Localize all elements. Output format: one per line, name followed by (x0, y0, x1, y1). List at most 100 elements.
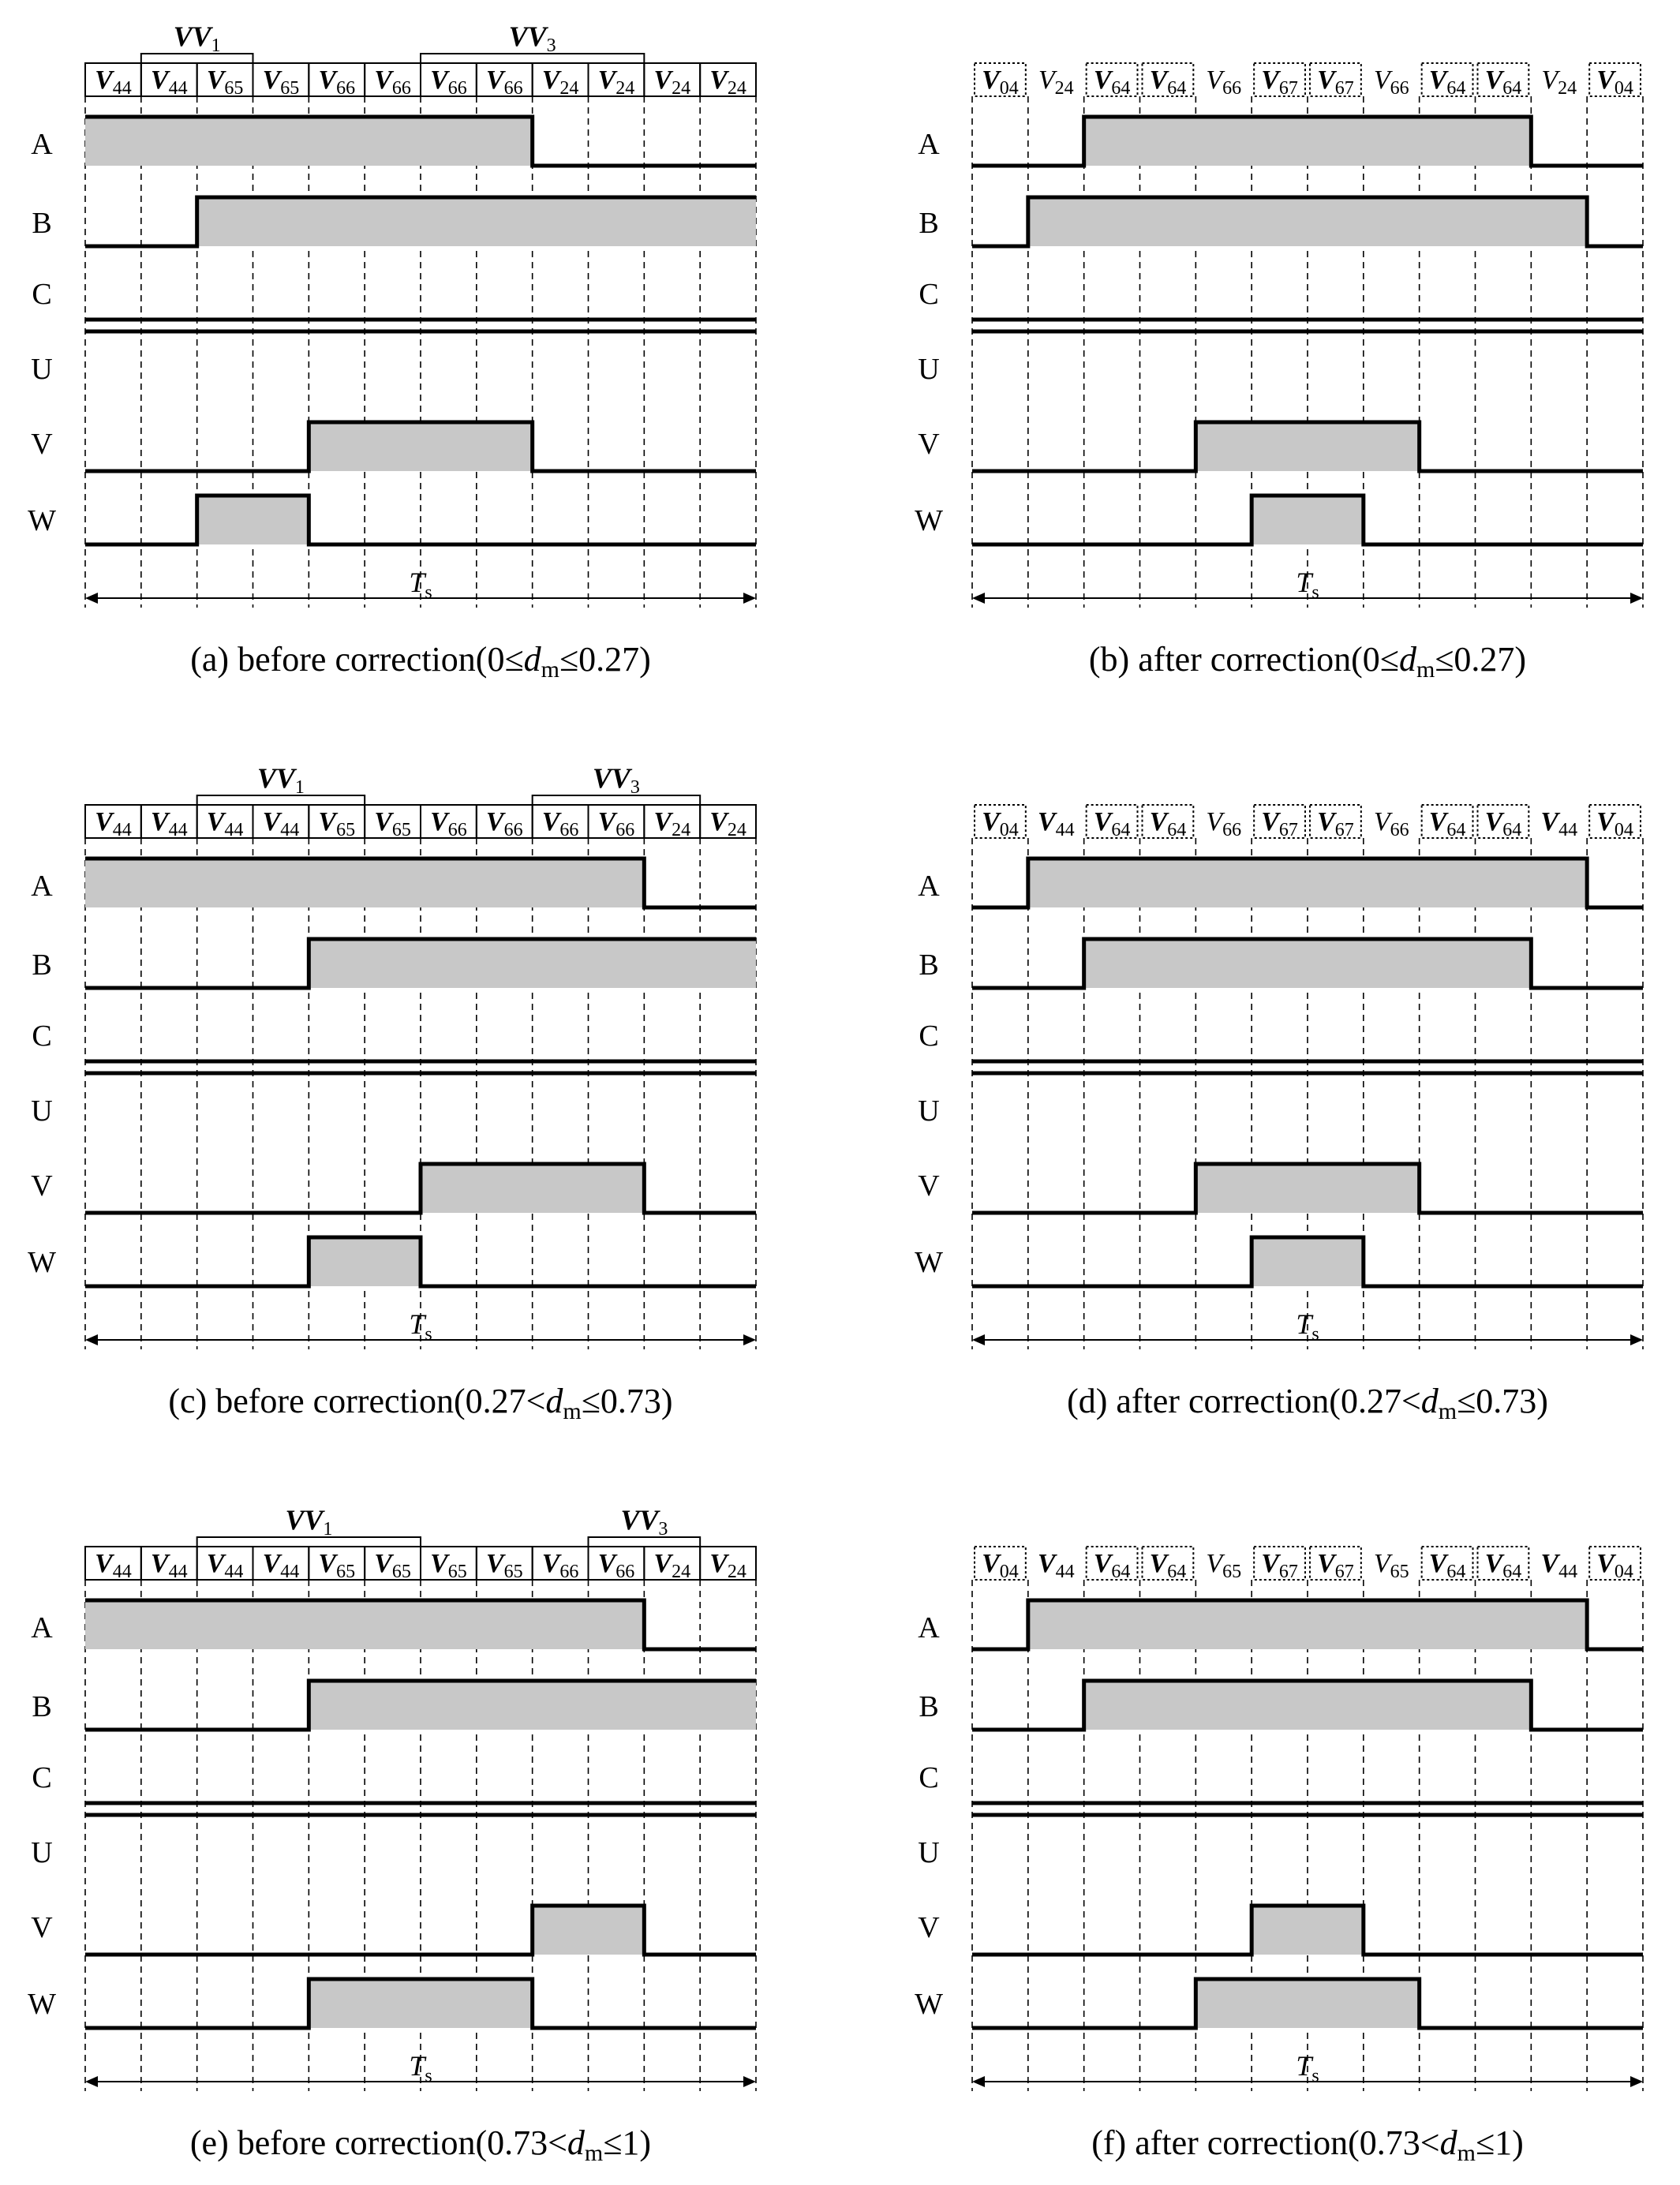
panel-a: V44 V44 V65 V65 V66 V66 V66 V66 V24 V24 V24 V24 VV1 V… (28, 21, 758, 683)
segment-label: V66 (1206, 65, 1241, 99)
high-interval (1027, 1600, 1588, 1649)
row-label-b: B (32, 1690, 51, 1723)
signal-v (972, 420, 1643, 473)
segment-box (1141, 62, 1195, 97)
segment-box (1420, 62, 1474, 97)
segment-label: V04 (982, 65, 1019, 99)
segment-label: V04 (1596, 65, 1633, 99)
high-interval (1252, 1906, 1364, 1955)
row-label-v: V (31, 1169, 53, 1203)
segment-label: V44 (207, 1549, 244, 1582)
signal-v (85, 1903, 756, 1957)
segment-label: V24 (653, 65, 690, 99)
segment-label: V65 (1206, 1549, 1241, 1582)
segment-label: V66 (486, 65, 523, 99)
high-interval (309, 939, 756, 988)
panel-c: V44 V44 V44 V44 V65 V65 V66 V66 V66 V66 V24 V24 VV1 V… (28, 762, 758, 1424)
segment-label: V64 (1094, 1549, 1131, 1582)
row-label-c: C (32, 1020, 51, 1053)
segment-box (1588, 62, 1641, 97)
high-interval (1195, 1164, 1420, 1213)
segment-label: V24 (1541, 65, 1577, 99)
signal-w (85, 1977, 756, 2030)
vector-group-brace: VV3 (531, 762, 702, 805)
signal-w (972, 493, 1643, 547)
ts-period-arrow: Ts (972, 567, 1643, 604)
high-interval (85, 859, 645, 907)
panel-caption: (d) after correction(0.27<dm≤0.73) (1067, 1382, 1548, 1424)
segment-label: V44 (95, 65, 132, 99)
row-label-w: W (28, 1246, 56, 1279)
brace-label: VV1 (174, 21, 221, 56)
vector-group-brace: VV1 (196, 1504, 421, 1547)
segment-box (1588, 1546, 1641, 1581)
segment-box (1253, 804, 1306, 839)
segment-box (1476, 1546, 1530, 1581)
segment-box (974, 62, 1027, 97)
panel-f: V04 V44 V64 V64 V65 V67 V67 V65 V64 V64 V44 V04 A B C U… (915, 1546, 1644, 2166)
vector-group-brace: VV3 (587, 1504, 702, 1547)
row-label-v: V (918, 428, 940, 461)
segment-box (1141, 1546, 1195, 1581)
high-interval (196, 197, 756, 246)
segment-label: V64 (1485, 65, 1522, 99)
segment-label: V64 (1150, 65, 1187, 99)
segment-label: V24 (709, 65, 746, 99)
row-label-u: U (31, 1836, 52, 1869)
segment-label: V04 (1596, 807, 1633, 840)
segment-box (1309, 62, 1362, 97)
segment-label: V66 (1374, 65, 1409, 99)
row-label-w: W (915, 504, 943, 537)
row-label-c: C (919, 1020, 938, 1053)
segment-label: V66 (1206, 807, 1241, 840)
row-label-w: W (915, 1246, 943, 1279)
signal-b (85, 195, 756, 249)
segment-label: V24 (653, 807, 690, 840)
segment-label: V67 (1317, 65, 1354, 99)
high-interval (1252, 496, 1364, 544)
high-interval (1027, 859, 1588, 907)
segment-box (1253, 62, 1306, 97)
segment-label: V44 (151, 807, 188, 840)
segment-header: V44 V44 V44 V44 V65 V65 V65 V65 V66 V66 V24 V24 (84, 1546, 758, 1582)
segment-box (1309, 1546, 1362, 1581)
segment-label: V66 (542, 807, 579, 840)
segment-box (1141, 804, 1195, 839)
ts-label: Ts (1296, 1308, 1319, 1345)
high-interval (1252, 1237, 1364, 1286)
segment-label: V24 (653, 1549, 690, 1582)
segment-label: V44 (95, 1549, 132, 1582)
row-label-v: V (918, 1169, 940, 1203)
vector-group-brace: VV1 (140, 21, 254, 63)
segment-box (1085, 1546, 1139, 1581)
segment-label: V64 (1150, 1549, 1187, 1582)
panel-b: V04 V24 V64 V64 V66 V67 V67 V66 V64 V64 V24 V04 A B C U… (915, 62, 1644, 683)
row-label-c: C (32, 1761, 51, 1794)
segment-box (1253, 1546, 1306, 1581)
segment-label: V67 (1261, 1549, 1298, 1582)
ts-period-arrow: Ts (85, 1308, 756, 1345)
segment-label: V64 (1485, 807, 1522, 840)
panel-caption: (a) before correction(0≤dm≤0.27) (190, 640, 651, 683)
segment-label: V44 (1540, 1549, 1577, 1582)
row-label-b: B (919, 1690, 938, 1723)
row-label-a: A (918, 128, 940, 161)
segment-label: V04 (1596, 1549, 1633, 1582)
segment-box (1588, 804, 1641, 839)
segment-box (699, 62, 758, 97)
signal-b (972, 195, 1643, 249)
segment-box (1309, 804, 1362, 839)
segment-label: V65 (318, 1549, 355, 1582)
high-interval (309, 1237, 421, 1286)
high-interval (1195, 422, 1420, 471)
high-interval (196, 496, 309, 544)
row-label-u: U (31, 1094, 52, 1128)
segment-label: V66 (542, 1549, 579, 1582)
high-interval (1083, 117, 1532, 166)
row-label-b: B (919, 207, 938, 240)
panel-e: V44 V44 V44 V44 V65 V65 V65 V65 V66 V66 V24 V24 VV1 V… (28, 1504, 758, 2166)
high-interval (85, 1600, 645, 1649)
vector-group-brace: VV3 (420, 21, 645, 63)
segment-label: V65 (207, 65, 244, 99)
